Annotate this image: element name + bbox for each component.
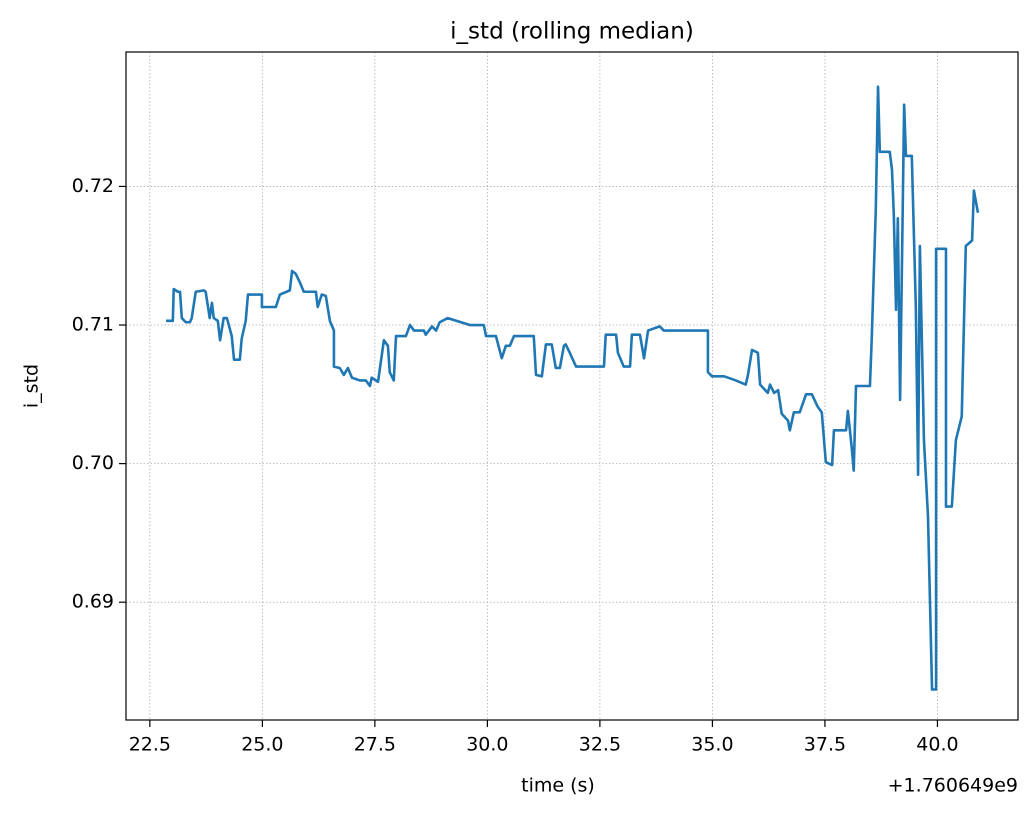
x-tick-label: 32.5	[579, 734, 621, 756]
y-tick-label: 0.70	[72, 452, 114, 474]
x-tick-label: 22.5	[129, 734, 171, 756]
data-line	[166, 85, 980, 691]
x-tick-label: 40.0	[916, 734, 958, 756]
plot-frame	[125, 51, 1019, 721]
y-tick-label: 0.72	[72, 175, 114, 197]
x-offset-label: +1.760649e9	[888, 775, 1018, 797]
y-axis-label: i_std	[21, 364, 43, 408]
x-tick-label: 25.0	[241, 734, 283, 756]
x-tick-label: 27.5	[354, 734, 396, 756]
y-tick-label: 0.69	[72, 591, 114, 613]
x-tick-label: 37.5	[804, 734, 846, 756]
chart-title: i_std (rolling median)	[450, 19, 694, 45]
x-axis-label: time (s)	[521, 775, 595, 797]
x-tick-label: 35.0	[691, 734, 733, 756]
y-tick-label: 0.71	[72, 314, 114, 336]
x-tick-label: 30.0	[466, 734, 508, 756]
